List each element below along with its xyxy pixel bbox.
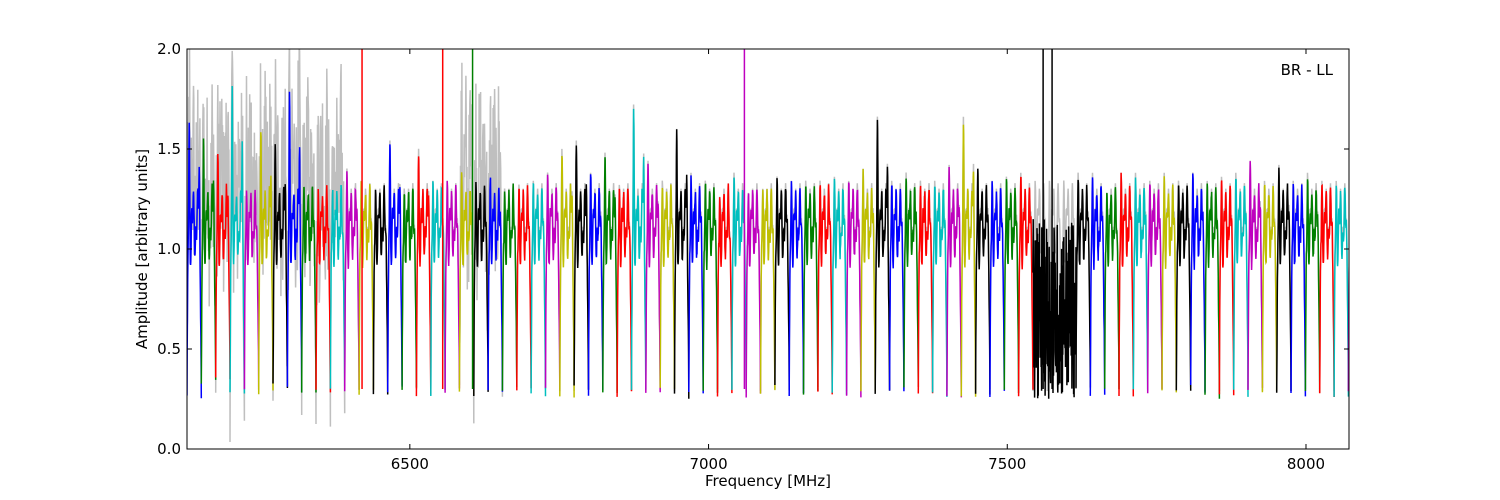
series-line-channel-56: [989, 181, 1006, 398]
series-line-channel-80: [1333, 185, 1349, 397]
series-line-channel-32: [645, 163, 661, 393]
series-line-channel-49: [888, 185, 905, 392]
series-line-channel-2: [214, 153, 231, 380]
series-line-channel-14: [386, 144, 403, 393]
series-line-channel-69: [1175, 185, 1192, 391]
series-line-channel-51: [917, 185, 934, 394]
series-line-channel-61: [1060, 222, 1077, 398]
series-line-channel-65: [1118, 172, 1135, 397]
x-tick-label: 7000: [689, 455, 727, 473]
series-line-channel-6: [272, 144, 289, 389]
series-line-channel-36: [702, 183, 719, 393]
series-line-channel-28: [587, 174, 604, 396]
series-line-channel-4: [243, 189, 260, 390]
series-line-channel-39: [745, 189, 762, 398]
series-line-channel-64: [1103, 187, 1120, 390]
series-line-channel-50: [903, 178, 920, 388]
series-line-channel-27: [573, 145, 590, 390]
series-line-channel-22: [501, 183, 518, 391]
series-line-channel-7: [286, 91, 303, 393]
series-line-channel-23: [516, 185, 532, 391]
series-line-channel-70: [1189, 173, 1206, 393]
x-tick-label: 8000: [1287, 455, 1325, 473]
series-line-channel-40: [759, 188, 776, 394]
y-axis-label: Amplitude [arbitrary units]: [133, 149, 151, 349]
series-line-channel-19: [458, 172, 475, 396]
series-line-channel-0: [187, 122, 203, 399]
series-line-channel-77: [1290, 183, 1307, 397]
y-tick-label: 0.5: [157, 340, 181, 358]
annotation-label: BR - LL: [1281, 61, 1334, 79]
series-line-channel-47: [860, 168, 876, 392]
series-line-channel-52: [931, 186, 948, 397]
y-tick-label: 1.5: [157, 140, 181, 158]
series-line-channel-72: [1218, 180, 1235, 396]
series-line-channel-3: [229, 85, 246, 394]
series-line-channel-79: [1318, 183, 1335, 398]
series-line-channel-45: [831, 178, 848, 395]
series-line-channel-18: [444, 180, 461, 393]
series-line-channel-68: [1161, 176, 1178, 393]
series-line-channel-62: [1075, 179, 1092, 389]
series-line-channel-55: [974, 168, 991, 395]
series-line-channel-24: [530, 182, 547, 397]
series-line-channel-60: [1046, 224, 1063, 399]
series-line-channel-31: [630, 108, 647, 391]
series-line-channel-13: [372, 185, 389, 395]
series-line-channel-75: [1261, 184, 1278, 393]
x-tick-label: 6500: [391, 455, 429, 473]
series-line-channel-78: [1304, 179, 1321, 393]
series-line-channel-15: [401, 188, 418, 390]
series-line-channel-10: [329, 185, 346, 389]
series-line-channel-33: [659, 184, 676, 389]
series-line-channel-48: [874, 119, 891, 394]
series-line-channel-8: [300, 186, 317, 393]
series-line-channel-54: [960, 124, 977, 397]
series-line-channel-5: [257, 132, 274, 395]
series-line-channel-53: [946, 166, 963, 398]
series-line-channel-71: [1204, 183, 1221, 399]
data-layer: [187, 49, 1349, 443]
series-line-channel-59: [1032, 219, 1049, 399]
y-tick-label: 0.0: [157, 440, 181, 458]
series-line-channel-34: [673, 129, 690, 399]
tick-layer: 6500 7000 7500 8000 0.0 0.5 1.0 1.5 2.0: [157, 40, 1349, 473]
series-line-channel-42: [788, 181, 805, 397]
series-line-channel-57: [1003, 179, 1020, 394]
series-line-channel-29: [602, 157, 618, 394]
series-line-channel-25: [544, 174, 561, 392]
series-line-channel-73: [1232, 178, 1249, 397]
x-tick-label: 7500: [988, 455, 1026, 473]
series-line-channel-21: [487, 177, 504, 392]
y-tick-label: 2.0: [157, 40, 181, 58]
series-line-channel-67: [1146, 184, 1163, 394]
series-line-channel-63: [1089, 177, 1106, 396]
series-line-channel-43: [802, 186, 819, 395]
series-line-channel-20: [473, 181, 489, 397]
series-line-channel-9: [315, 185, 332, 393]
series-line-channel-74: [1247, 161, 1264, 391]
series-line-channel-37: [716, 183, 733, 397]
series-line-channel-76: [1275, 167, 1292, 393]
x-axis-label: Frequency [MHz]: [705, 472, 831, 490]
series-line-channel-16: [415, 156, 432, 397]
series-line-channel-26: [559, 155, 575, 398]
series-line-channel-41: [774, 178, 790, 391]
y-tick-label: 1.0: [157, 240, 181, 258]
series-line-channel-11: [343, 171, 360, 392]
series-line-channel-58: [1017, 176, 1034, 397]
series-line-channel-66: [1132, 177, 1149, 391]
series-line-channel-35: [688, 175, 704, 394]
series-line-channel-30: [616, 188, 633, 397]
series-line-channel-46: [845, 182, 862, 398]
series-line-channel-44: [817, 184, 833, 395]
series-line-channel-1: [200, 138, 217, 384]
